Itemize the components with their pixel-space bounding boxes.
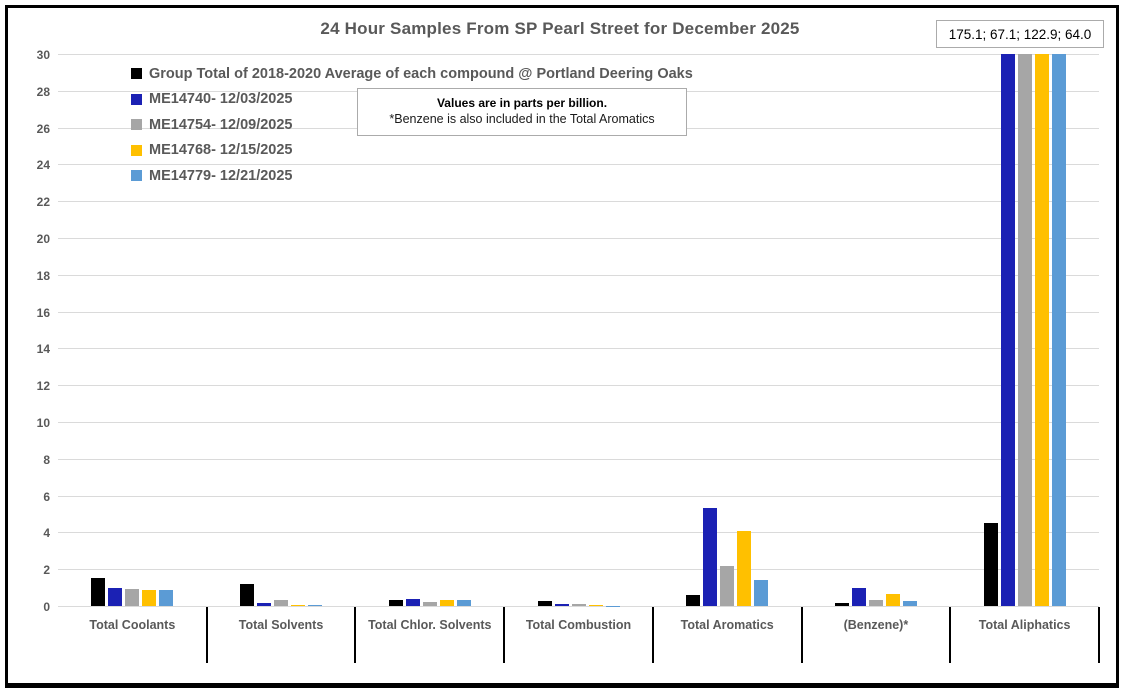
y-tick-label: 30	[36, 48, 50, 62]
bar--benzene-	[851, 587, 866, 606]
bar-total-aromatics	[703, 508, 718, 606]
legend-label: Group Total of 2018-2020 Average of each…	[149, 65, 693, 82]
legend-swatch	[131, 68, 142, 80]
gridline	[58, 238, 1099, 239]
bar-total-combustion	[571, 604, 586, 606]
bar-total-solvents	[308, 604, 323, 606]
bar-total-coolants	[125, 589, 140, 606]
y-tick-label: 12	[36, 379, 50, 394]
gridline	[58, 385, 1099, 387]
gridline	[58, 164, 1099, 166]
legend-swatch	[131, 144, 142, 156]
bar-total-solvents	[257, 603, 272, 606]
y-tick-label: 8	[43, 452, 50, 467]
gridline	[58, 274, 1099, 276]
legend-item: ME14754- 12/09/2025	[131, 112, 693, 138]
bar-total-coolants	[159, 590, 174, 606]
y-tick-label: 28	[36, 84, 50, 99]
bar-total-combustion	[537, 601, 552, 606]
bar-total-coolants	[142, 590, 157, 606]
gridline	[58, 458, 1099, 460]
legend-item: ME14740- 12/03/2025	[131, 87, 693, 113]
legend-swatch	[131, 93, 142, 105]
bar-total-aliphatics	[1051, 54, 1066, 606]
gridline	[58, 54, 1099, 55]
legend-label: ME14779- 12/21/2025	[149, 167, 293, 184]
y-tick-label: 6	[43, 489, 50, 504]
y-tick-label: 20	[36, 232, 50, 246]
gridline	[58, 569, 1099, 571]
gridline	[58, 532, 1099, 534]
gridline	[58, 348, 1099, 350]
y-tick-label: 4	[43, 526, 50, 541]
gridline	[58, 422, 1099, 423]
bar-total-aliphatics	[983, 523, 998, 606]
y-tick-label: 14	[36, 342, 50, 357]
bar-total-aromatics	[720, 565, 735, 606]
bar-total-solvents	[240, 583, 255, 606]
gridline	[58, 311, 1099, 313]
bar-total-aliphatics	[1017, 54, 1032, 606]
y-tick-label: 16	[36, 305, 50, 320]
y-tick-label: 24	[36, 158, 50, 173]
bar-total-aliphatics	[1034, 54, 1049, 606]
y-axis: 0 2 4 6 8 10 12 14 16 18 20 22 24 26 28 30	[14, 48, 50, 614]
legend-item: ME14779- 12/21/2025	[131, 163, 693, 189]
legend-item: Group Total of 2018-2020 Average of each…	[131, 61, 693, 87]
bar-total-chlor-solvents	[439, 600, 454, 606]
bar-total-solvents	[274, 600, 289, 606]
bar--benzene-	[902, 601, 917, 606]
y-tick-label: 26	[36, 121, 50, 136]
bar-total-chlor-solvents	[405, 598, 420, 606]
bar-total-combustion	[554, 603, 569, 606]
chart-title: 24 Hour Samples From SP Pearl Street for…	[320, 19, 800, 38]
y-tick-label: 18	[36, 268, 50, 283]
bar-total-chlor-solvents	[456, 600, 471, 606]
bar--benzene-	[834, 603, 849, 606]
bar--benzene-	[885, 594, 900, 606]
y-tick-label: 2	[43, 563, 50, 578]
bar-total-chlor-solvents	[422, 602, 437, 606]
gridline	[58, 495, 1099, 497]
bar-total-aromatics	[754, 580, 769, 606]
plot-area	[58, 54, 1099, 607]
y-tick-label: 0	[43, 600, 50, 614]
clipped-values-callout: 175.1; 67.1; 122.9; 64.0	[936, 20, 1104, 48]
y-tick-label: 22	[36, 195, 50, 210]
legend-label: ME14768- 12/15/2025	[149, 142, 293, 159]
legend-swatch	[131, 170, 142, 182]
bar-total-aliphatics	[1000, 54, 1015, 606]
clipped-values-text: 175.1; 67.1; 122.9; 64.0	[948, 26, 1092, 42]
units-note-line1: Values are in parts per billion.	[436, 96, 608, 110]
legend-swatch	[131, 119, 142, 131]
legend: Group Total of 2018-2020 Average of each…	[131, 61, 693, 189]
legend-item: ME14768- 12/15/2025	[131, 138, 693, 164]
bar-total-combustion	[588, 605, 603, 606]
gridline	[58, 606, 1099, 607]
units-note-line2: *Benzene is also included in the Total A…	[389, 112, 655, 126]
units-note-box: Values are in parts per billion. *Benzen…	[357, 88, 687, 136]
bar-total-coolants	[91, 578, 106, 606]
legend-label: ME14754- 12/09/2025	[149, 116, 293, 133]
bar--benzene-	[868, 599, 883, 606]
bar-total-chlor-solvents	[388, 599, 403, 606]
bar-total-coolants	[108, 587, 123, 606]
y-tick-label: 10	[36, 416, 50, 430]
bar-total-aromatics	[686, 594, 701, 606]
bar-total-solvents	[291, 604, 306, 606]
bar-total-aromatics	[737, 530, 752, 606]
gridline	[58, 201, 1099, 203]
legend-label: ME14740- 12/03/2025	[149, 91, 293, 108]
